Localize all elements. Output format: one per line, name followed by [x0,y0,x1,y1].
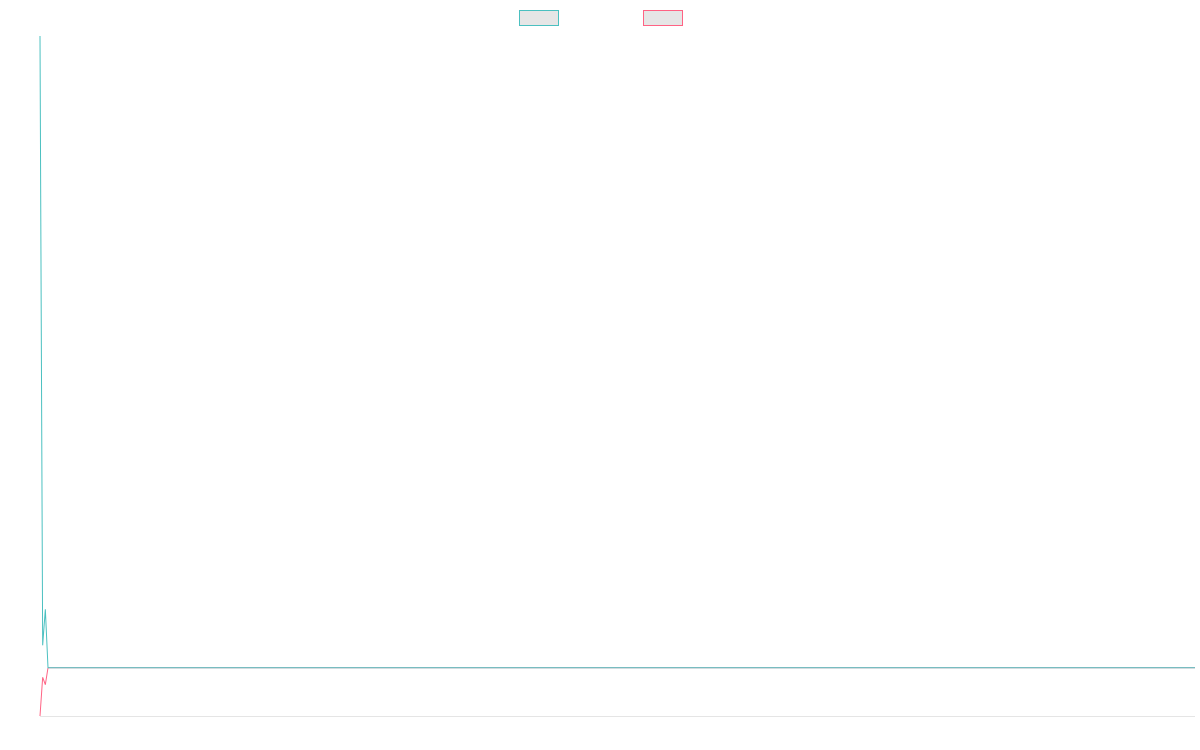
legend-swatch[interactable] [519,10,559,26]
series-line [39,35,1195,669]
legend-swatch[interactable] [643,10,683,26]
series-line [39,667,1195,717]
